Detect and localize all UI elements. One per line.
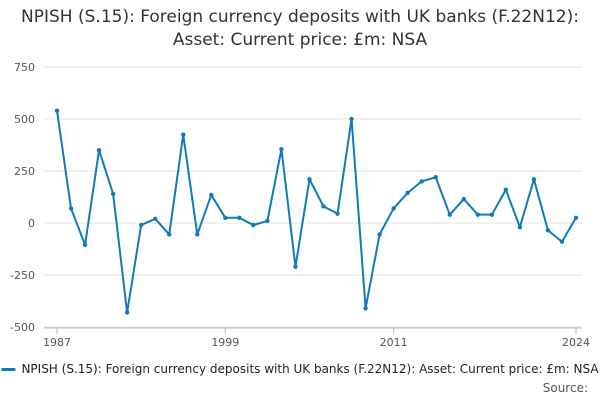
data-point[interactable] xyxy=(237,215,242,220)
data-point[interactable] xyxy=(82,242,88,248)
data-point[interactable] xyxy=(545,228,551,233)
data-point[interactable] xyxy=(489,212,495,217)
data-point[interactable] xyxy=(68,206,74,211)
grid-lines xyxy=(44,66,582,328)
x-axis: 1987 1999 2011 2024 xyxy=(43,327,590,349)
data-point[interactable] xyxy=(195,232,200,237)
data-point[interactable] xyxy=(391,206,396,211)
data-point[interactable] xyxy=(181,132,186,137)
data-point[interactable] xyxy=(321,204,326,209)
data-point[interactable] xyxy=(209,192,214,198)
data-point[interactable] xyxy=(167,232,172,237)
legend-swatch xyxy=(1,367,16,371)
data-point[interactable] xyxy=(124,310,130,315)
data-point[interactable] xyxy=(419,179,424,184)
data-point[interactable] xyxy=(110,191,116,197)
data-point[interactable] xyxy=(54,108,60,113)
data-point[interactable] xyxy=(377,232,382,237)
data-point[interactable] xyxy=(559,239,565,244)
data-point[interactable] xyxy=(517,224,523,230)
y-tick-label: 250 xyxy=(14,165,35,178)
legend: NPISH (S.15): Foreign currency deposits … xyxy=(0,362,600,380)
data-point[interactable] xyxy=(152,216,158,222)
legend-label: NPISH (S.15): Foreign currency deposits … xyxy=(21,362,599,376)
data-point[interactable] xyxy=(349,116,354,122)
x-tick-label: 2024 xyxy=(562,336,590,349)
data-point[interactable] xyxy=(503,187,509,192)
data-point[interactable] xyxy=(279,146,284,152)
data-point[interactable] xyxy=(251,222,256,228)
data-point[interactable] xyxy=(265,218,270,224)
y-axis-ticks: 750 500 250 0 -250 -500 xyxy=(10,61,35,334)
data-point[interactable] xyxy=(405,190,410,196)
y-tick-label: -250 xyxy=(10,269,35,282)
data-point[interactable] xyxy=(531,177,537,182)
y-tick-label: 750 xyxy=(14,61,35,74)
data-point[interactable] xyxy=(447,212,452,217)
data-point[interactable] xyxy=(363,306,368,311)
chart-title: NPISH (S.15): Foreign currency deposits … xyxy=(21,7,579,50)
data-point[interactable] xyxy=(475,212,481,217)
source-label: Source: xyxy=(542,381,588,395)
x-tick-label: 2011 xyxy=(380,336,408,349)
data-point[interactable] xyxy=(335,211,340,216)
y-tick-label: 500 xyxy=(14,113,35,126)
series-line xyxy=(56,110,577,314)
x-tick-label: 1987 xyxy=(43,336,71,349)
data-point[interactable] xyxy=(433,175,438,180)
series-group xyxy=(54,108,579,315)
y-tick-label: 0 xyxy=(28,217,35,230)
y-tick-label: -500 xyxy=(10,321,35,334)
data-point[interactable] xyxy=(138,222,144,228)
data-point[interactable] xyxy=(293,264,298,269)
data-point[interactable] xyxy=(223,215,228,220)
data-point[interactable] xyxy=(96,148,102,153)
data-point[interactable] xyxy=(573,215,579,220)
data-point[interactable] xyxy=(307,177,312,182)
x-tick-label: 1999 xyxy=(211,336,239,349)
data-point[interactable] xyxy=(461,196,466,202)
